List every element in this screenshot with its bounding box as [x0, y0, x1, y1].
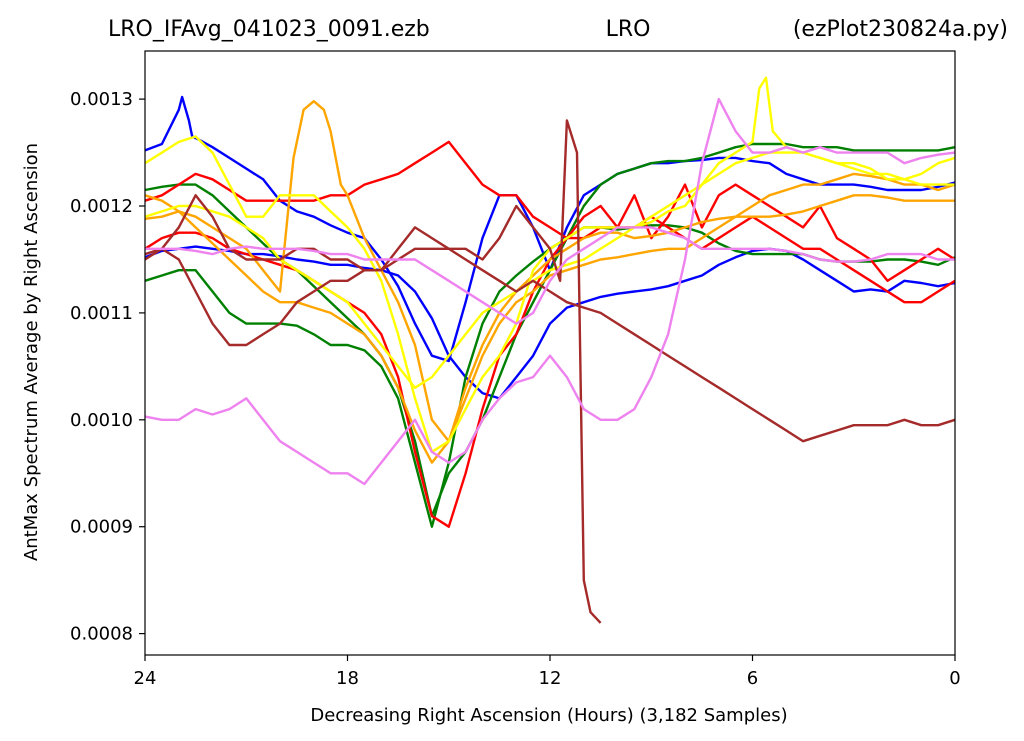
chart-title-center: LRO	[606, 17, 651, 42]
x-tick-label: 18	[336, 668, 359, 689]
y-tick-label: 0.0010	[70, 410, 133, 431]
series-line-5	[144, 140, 956, 304]
series-line-8	[144, 172, 956, 464]
y-axis-label: AntMax Spectrum Average by Right Ascensi…	[21, 143, 42, 561]
chart-title-left: LRO_IFAvg_041023_0091.ezb	[108, 17, 430, 42]
x-tick-label: 0	[949, 668, 960, 689]
series-line-14	[145, 226, 955, 325]
x-axis-label: Decreasing Right Ascension (Hours) (3,18…	[310, 705, 787, 726]
y-axis-ticks: 0.0008 0.0009 0.0010 0.0011 0.0012 0.0013	[70, 89, 145, 645]
series-line-13	[144, 97, 956, 486]
x-tick-label: 24	[134, 668, 157, 689]
chart-title-right: (ezPlot230824a.py)	[793, 17, 1008, 42]
y-tick-label: 0.0012	[70, 196, 133, 217]
series-line-2	[144, 245, 956, 400]
series-line-7	[144, 99, 955, 443]
y-tick-label: 0.0013	[70, 89, 133, 110]
y-tick-label: 0.0008	[70, 624, 133, 645]
x-tick-label: 12	[539, 668, 562, 689]
x-tick-label: 6	[747, 668, 758, 689]
y-tick-label: 0.0009	[70, 517, 133, 538]
series-line-1	[144, 95, 956, 363]
x-axis-ticks: 24 18 12 6 0	[134, 655, 961, 689]
series-line-12	[144, 247, 956, 443]
y-tick-label: 0.0011	[70, 303, 133, 324]
series-layer	[144, 76, 956, 624]
